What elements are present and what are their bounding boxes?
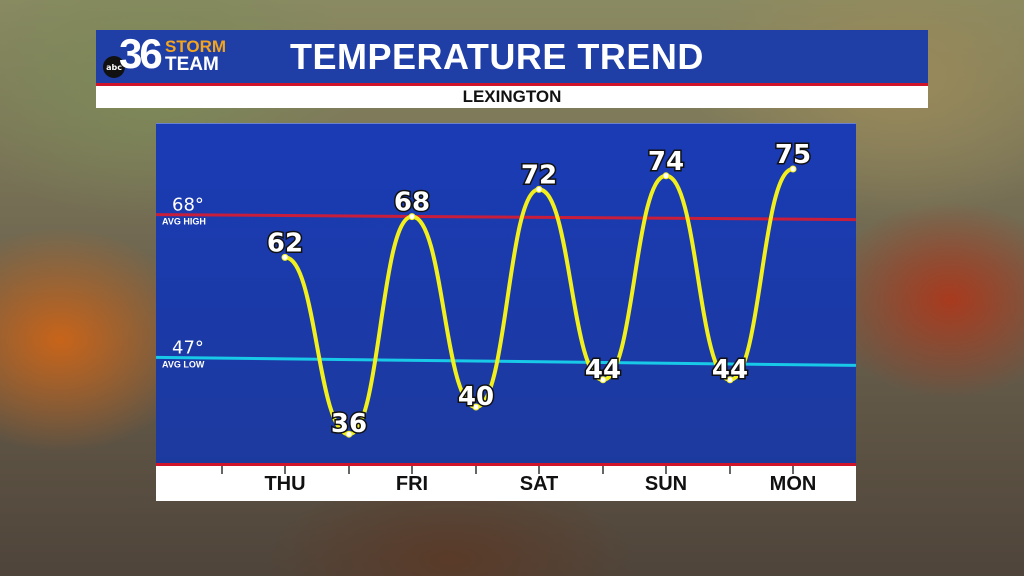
data-label: 74 xyxy=(648,147,684,177)
data-label: 44 xyxy=(585,355,621,385)
page-title: TEMPERATURE TREND xyxy=(290,36,704,77)
data-point xyxy=(726,376,734,384)
ref-sublabel: AVG LOW xyxy=(162,359,205,369)
ref-value-label: 68° xyxy=(172,195,204,216)
logo-number: 36 xyxy=(119,30,163,77)
trend-line xyxy=(284,167,794,437)
x-tick-label: FRI xyxy=(396,473,428,495)
x-tick-label: SUN xyxy=(645,473,687,495)
station-logo: abc 36 STORM TEAM xyxy=(103,30,253,80)
data-point xyxy=(599,376,607,384)
data-label: 68 xyxy=(394,188,430,218)
data-label: 36 xyxy=(331,409,367,439)
data-label: 75 xyxy=(775,140,811,170)
data-point xyxy=(345,430,353,438)
logo-storm: STORM xyxy=(165,37,227,56)
header-bar xyxy=(96,30,928,86)
logo-team: TEAM xyxy=(165,54,219,75)
data-point xyxy=(281,253,289,261)
data-label: 44 xyxy=(712,355,748,385)
ref-sublabel: AVG HIGH xyxy=(162,217,206,227)
data-point xyxy=(662,172,670,180)
x-tick-label: SAT xyxy=(520,473,559,495)
data-point xyxy=(789,165,797,173)
ref-line-avg-low xyxy=(155,355,857,367)
ref-value-label: 47° xyxy=(172,337,204,358)
x-tick-label: MON xyxy=(770,473,817,495)
abc-logo-icon: abc xyxy=(103,56,125,78)
data-label: 62 xyxy=(267,228,303,258)
location-label: LEXINGTON xyxy=(462,87,562,106)
data-label: 72 xyxy=(521,160,557,190)
data-label: 40 xyxy=(458,382,494,412)
data-point xyxy=(472,403,480,411)
x-tick-label: THU xyxy=(264,473,305,495)
x-axis-bar xyxy=(156,463,856,501)
location-bar: LEXINGTON xyxy=(96,86,928,108)
data-point xyxy=(408,213,416,221)
ref-line-avg-high xyxy=(155,213,857,222)
data-point xyxy=(535,185,543,193)
